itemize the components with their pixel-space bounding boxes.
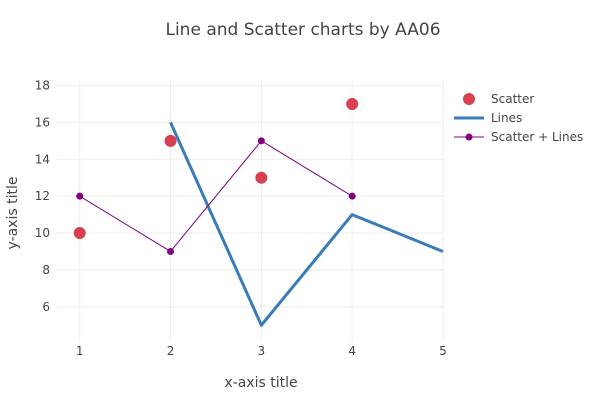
series-scatter (73, 97, 359, 240)
legend-item-lines[interactable]: Lines (454, 111, 522, 125)
series-line-lines (169, 121, 444, 327)
grid (57, 80, 444, 340)
plot-area (73, 97, 444, 327)
x-tick-label: 1 (76, 344, 84, 358)
y-axis-ticks: 6 8 10 12 14 16 18 (35, 79, 50, 314)
data-point-scatter-lines (348, 192, 356, 200)
y-tick-label: 6 (42, 300, 50, 314)
data-point-scatter-lines (167, 247, 175, 255)
x-axis-title: x-axis title (224, 375, 297, 391)
series-scatter-lines (76, 137, 356, 255)
y-tick-label: 18 (35, 79, 50, 93)
legend-label: Scatter (491, 92, 534, 106)
y-tick-label: 16 (35, 115, 50, 129)
x-tick-label: 3 (258, 344, 266, 358)
y-tick-label: 14 (35, 152, 50, 166)
legend-item-scatter-lines[interactable]: Scatter + Lines (454, 130, 583, 144)
data-point-scatter-lines (76, 192, 84, 200)
x-axis-ticks: 1 2 3 4 5 (76, 344, 447, 358)
y-tick-label: 10 (35, 226, 50, 240)
data-point-scatter (255, 171, 268, 184)
data-point-scatter (164, 134, 177, 147)
legend-swatch-marker (463, 93, 475, 105)
legend-label: Scatter + Lines (491, 130, 583, 144)
data-point-scatter (73, 227, 86, 240)
y-axis-title: y-axis title (5, 177, 21, 250)
legend-item-scatter[interactable]: Scatter (463, 92, 534, 106)
legend-label: Lines (491, 111, 522, 125)
x-tick-label: 5 (439, 344, 447, 358)
data-point-scatter (346, 97, 359, 110)
x-tick-label: 4 (348, 344, 356, 358)
data-point-scatter-lines (257, 137, 265, 145)
x-tick-label: 2 (167, 344, 175, 358)
legend[interactable]: Scatter Lines Scatter + Lines (454, 92, 583, 144)
chart-title: Line and Scatter charts by AA06 (165, 20, 440, 40)
y-tick-label: 8 (42, 263, 50, 277)
series-lines (169, 121, 444, 327)
legend-swatch-marker (465, 133, 473, 141)
y-tick-label: 12 (35, 189, 50, 203)
series-line-scatter-lines (79, 140, 353, 252)
